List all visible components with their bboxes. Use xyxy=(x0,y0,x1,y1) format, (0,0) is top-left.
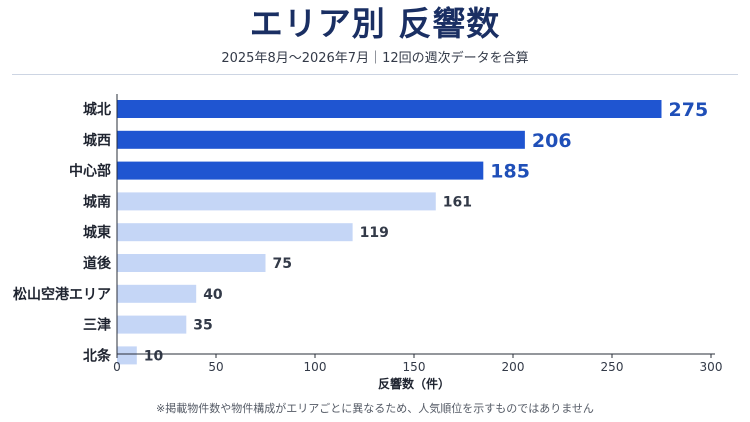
chart-title: エリア別 反響数 xyxy=(249,4,501,43)
footnote: ※掲載物件数や物件構成がエリアごとに異なるため、人気順位を示すものではありません xyxy=(156,402,594,415)
bar xyxy=(117,100,662,118)
bar xyxy=(117,284,197,303)
category-label: 城西 xyxy=(83,132,111,149)
bar xyxy=(117,223,353,242)
x-tick-label: 300 xyxy=(700,360,723,374)
bar xyxy=(117,315,187,334)
data-label: 40 xyxy=(203,287,223,303)
bar-chart: 城北 275 城西 206 中心部 185 城南 161 城東 119 道後 75 松山空港エリア 40 三… xyxy=(13,94,723,391)
bar xyxy=(117,346,137,365)
x-tick-label: 150 xyxy=(403,360,426,374)
chart-subtitle: 2025年8月～2026年7月｜12回の週次データを合算 xyxy=(221,51,529,66)
title-divider xyxy=(12,74,738,75)
category-label: 城北 xyxy=(83,101,111,118)
data-label: 206 xyxy=(532,130,572,152)
bar xyxy=(117,130,525,149)
x-axis-label: 反響数（件） xyxy=(378,376,450,391)
data-label: 161 xyxy=(443,194,472,210)
bar xyxy=(117,254,266,272)
category-label: 城東 xyxy=(83,224,111,241)
category-label: 松山空港エリア xyxy=(13,286,111,303)
category-label: 三津 xyxy=(83,317,111,334)
x-tick-label: 200 xyxy=(502,360,525,374)
category-label: 城南 xyxy=(83,193,111,210)
x-tick-label: 100 xyxy=(304,360,327,374)
x-tick-label: 250 xyxy=(601,360,624,374)
data-label: 35 xyxy=(193,318,212,334)
bar xyxy=(117,161,484,180)
data-label: 275 xyxy=(669,99,709,121)
category-label: 中心部 xyxy=(69,163,111,180)
x-tick-label: 0 xyxy=(113,360,121,374)
data-label: 119 xyxy=(360,225,389,241)
category-label: 道後 xyxy=(83,255,112,272)
data-label: 185 xyxy=(490,161,530,183)
category-label: 北条 xyxy=(83,347,112,364)
x-tick-label: 50 xyxy=(208,360,223,374)
bar xyxy=(117,192,436,211)
data-label: 75 xyxy=(273,256,292,272)
data-label: 10 xyxy=(144,348,164,364)
